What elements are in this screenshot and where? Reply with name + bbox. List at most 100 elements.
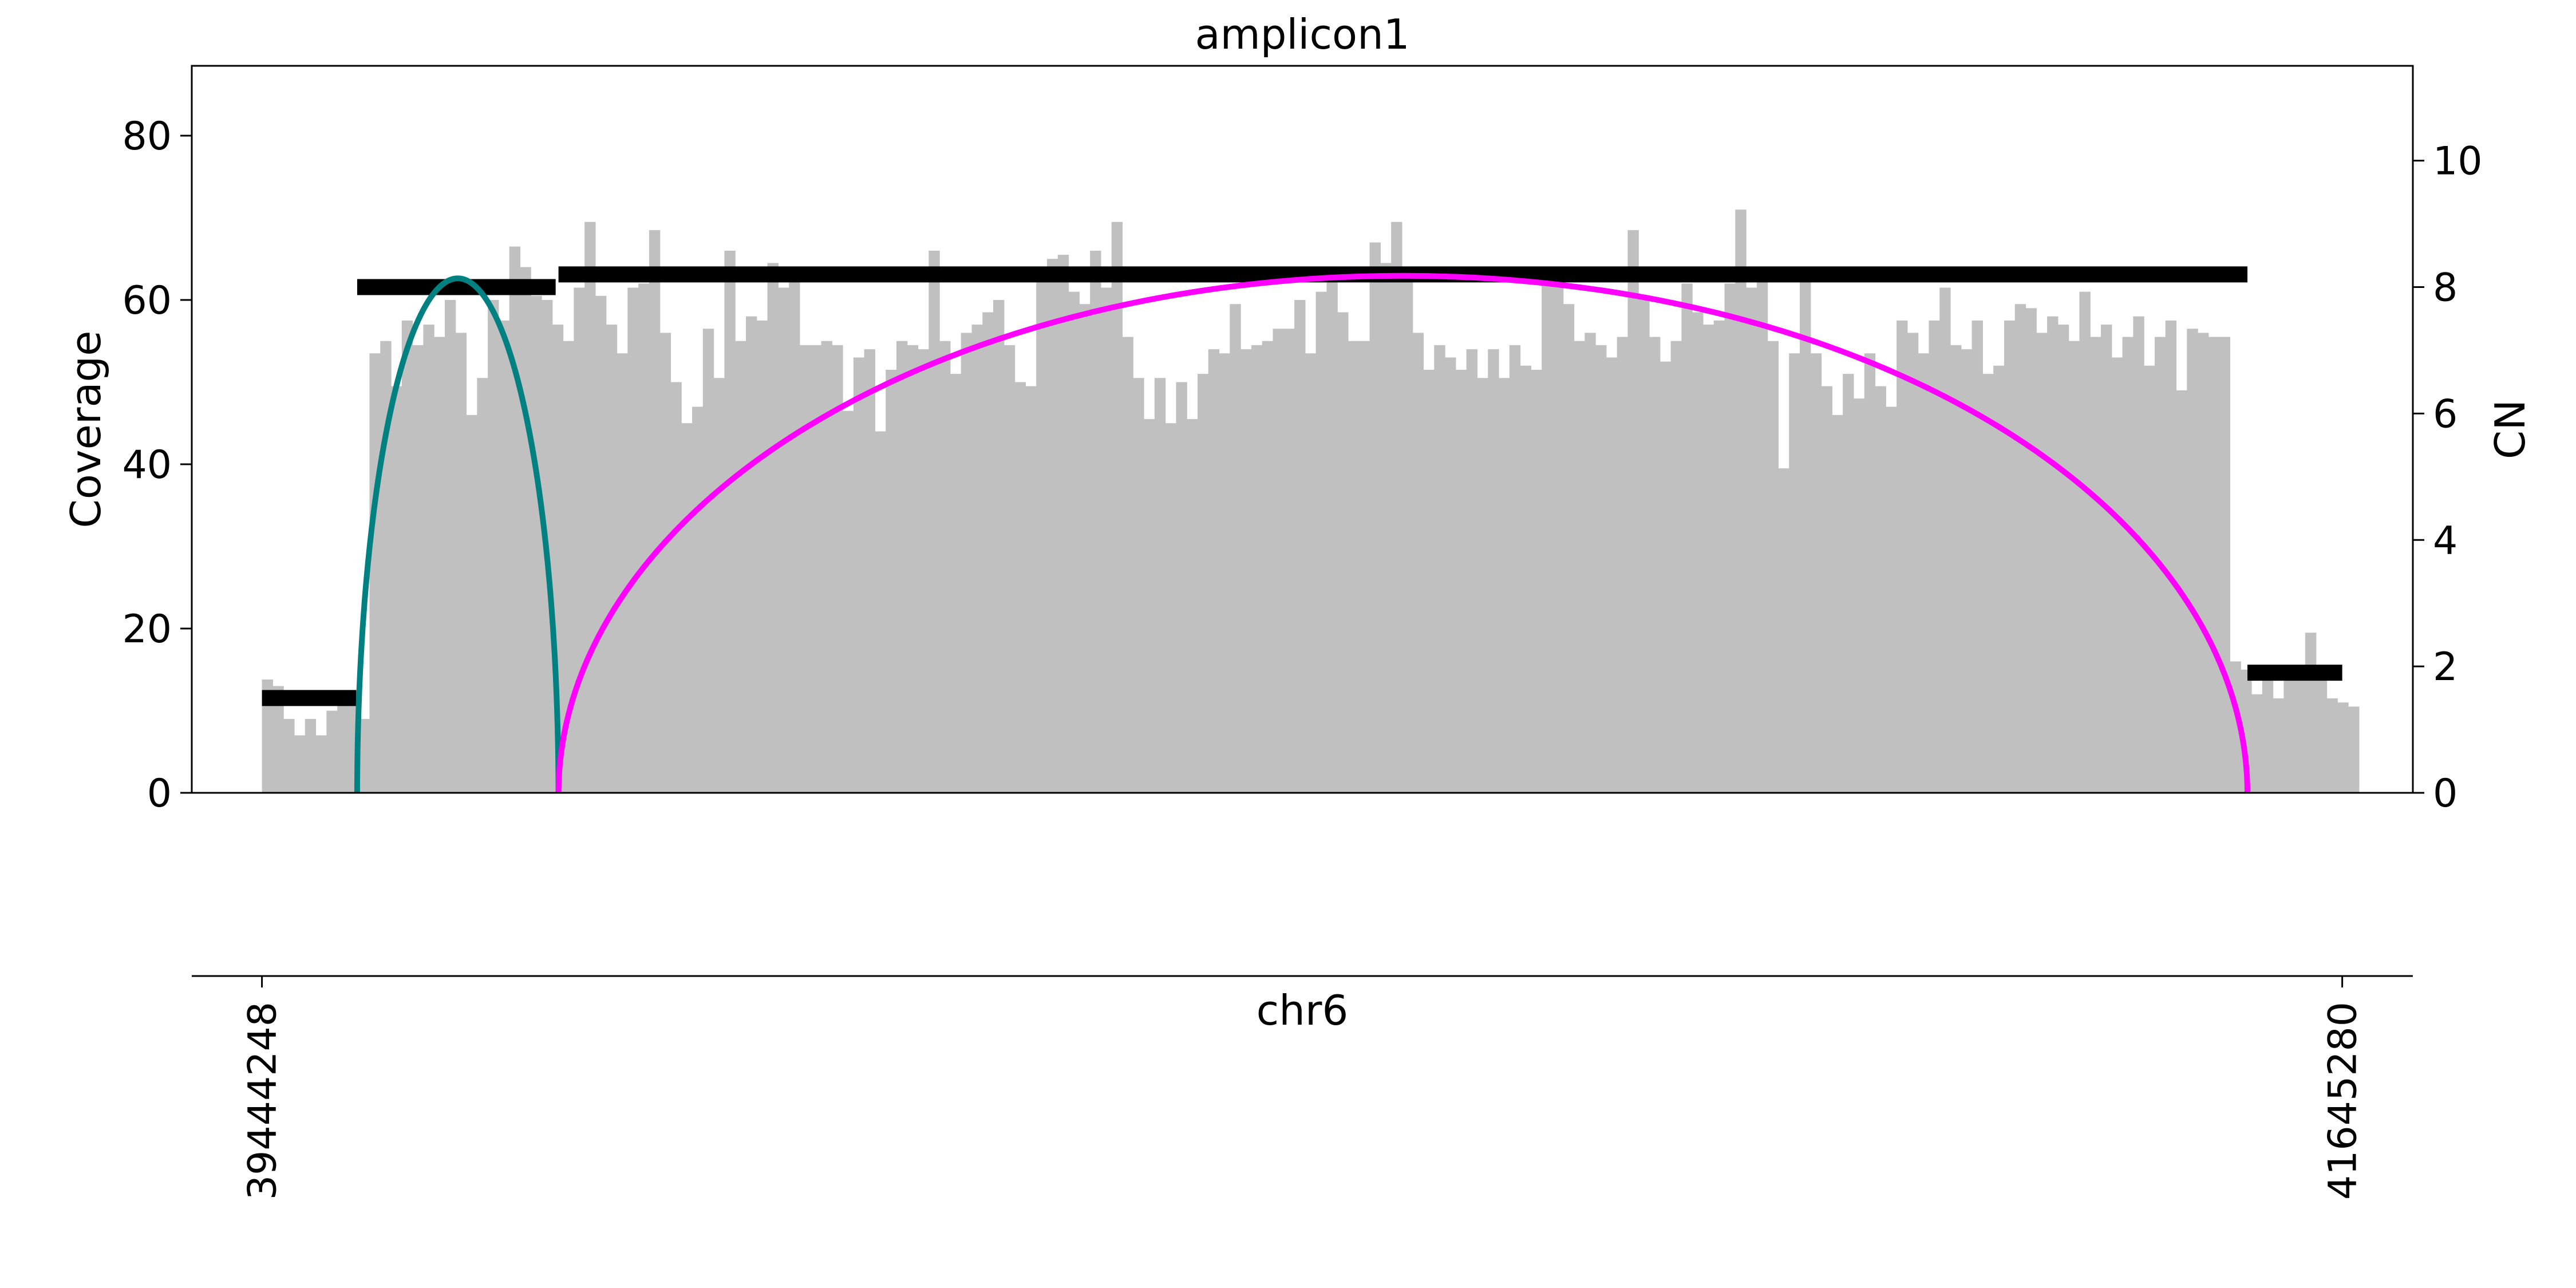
coverage-bar [810,345,822,793]
coverage-bar [1165,423,1177,793]
coverage-bar [1821,386,1832,793]
coverage-bar [929,250,940,793]
coverage-bar [584,222,596,793]
coverage-bar [391,386,402,793]
coverage-bar [1423,369,1435,793]
coverage-bar [1875,386,1886,793]
coverage-bar [745,316,757,793]
right-y-tick-label: 6 [2433,392,2458,437]
chromosome-axis-ticks: 39444248 41645280 [240,976,2366,1200]
coverage-bar [2068,341,2080,793]
coverage-bar [1606,357,1618,793]
coverage-bar [1154,378,1166,793]
coverage-bar [2326,698,2338,793]
coverage-bar [488,299,499,793]
coverage-bar [1187,419,1198,793]
coverage-bar [2294,669,2306,793]
coverage-bar [1649,337,1661,793]
coverage-bar [1090,250,1101,793]
coverage-bar [1810,353,1822,793]
coverage-bar [864,349,875,793]
coverage-bar [358,718,370,793]
coverage-bar [2047,316,2059,793]
left-y-axis: 0 20 40 60 80 [122,114,192,816]
coverage-bar [294,735,306,793]
coverage-bar [1499,378,1510,793]
coverage-bar [1552,267,1564,793]
coverage-bar [2337,702,2349,793]
coverage-bar [939,341,951,793]
coverage-bar [1585,333,1596,793]
coverage-bar [907,345,919,793]
coverage-bar [477,378,488,793]
coverage-bar [1713,320,1725,793]
coverage-bar [692,406,704,793]
plot-frame [191,65,2414,794]
coverage-bar [369,353,381,793]
coverage-bar [315,735,327,793]
coverage-bar [1315,291,1327,793]
coverage-bar [2090,337,2101,793]
coverage-bar [574,287,585,793]
coverage-bar [1789,353,1800,793]
coverage-bar [2316,678,2328,793]
coverage-bar [971,325,983,793]
coverage-bar [1746,287,1757,793]
coverage-bar [1273,329,1284,793]
coverage-bar [326,710,338,793]
coverage-bar [702,329,714,793]
chart-title: amplicon1 [1195,10,1409,58]
right-y-axis-label: CN [2486,400,2534,459]
chromosome-tick-label: 39444248 [240,1002,286,1200]
coverage-bar [1735,210,1747,793]
coverage-bar [1337,312,1349,793]
coverage-bar [1380,263,1392,793]
coverage-bar [1391,222,1402,793]
coverage-bar [434,337,445,793]
coverage-bar [1638,295,1650,793]
coverage-bar [1724,283,1736,793]
coverage-bar [886,369,897,793]
coverage-bar [2004,320,2016,793]
left-y-axis-label: Coverage [62,331,110,528]
coverage-bar [1230,304,1241,793]
left-y-tick-label: 80 [122,114,172,159]
coverage-bar [1401,279,1413,793]
coverage-bar [2305,633,2317,793]
coverage-bar [1542,279,1553,793]
coverage-bar [455,333,467,793]
coverage-bar [1660,361,1672,793]
breakpoint-arcs [354,272,2251,793]
coverage-bar [401,320,413,793]
coverage-bar [1627,230,1639,793]
coverage-bar [595,295,607,793]
coverage-bar [1918,353,1930,793]
coverage-bar [1305,353,1317,793]
coverage-bar [423,325,434,793]
coverage-bar [283,718,295,793]
coverage-bar [2198,333,2209,793]
coverage-bar [2165,320,2177,793]
coverage-bar [1778,468,1789,793]
coverage-bar [756,320,768,793]
coverage-bar [1358,341,1370,793]
coverage-bar [1025,386,1037,793]
coverage-bar [1702,325,1714,793]
coverage-bar [1262,341,1274,793]
coverage-bar [982,312,994,793]
coverage-bar [1412,333,1424,793]
coverage-bar [799,345,811,793]
coverage-bar [670,382,682,793]
coverage-bar [2262,678,2274,793]
coverage-bar [1176,382,1187,793]
coverage-bar [444,299,456,793]
coverage-bar [466,414,477,793]
coverage-bar [821,341,832,793]
coverage-bar [1488,349,1499,793]
coverage-bar [638,283,650,793]
coverage-bar [918,349,929,793]
coverage-bar [1971,320,1983,793]
coverage-bar [778,287,789,793]
coverage-bar [1681,283,1693,793]
